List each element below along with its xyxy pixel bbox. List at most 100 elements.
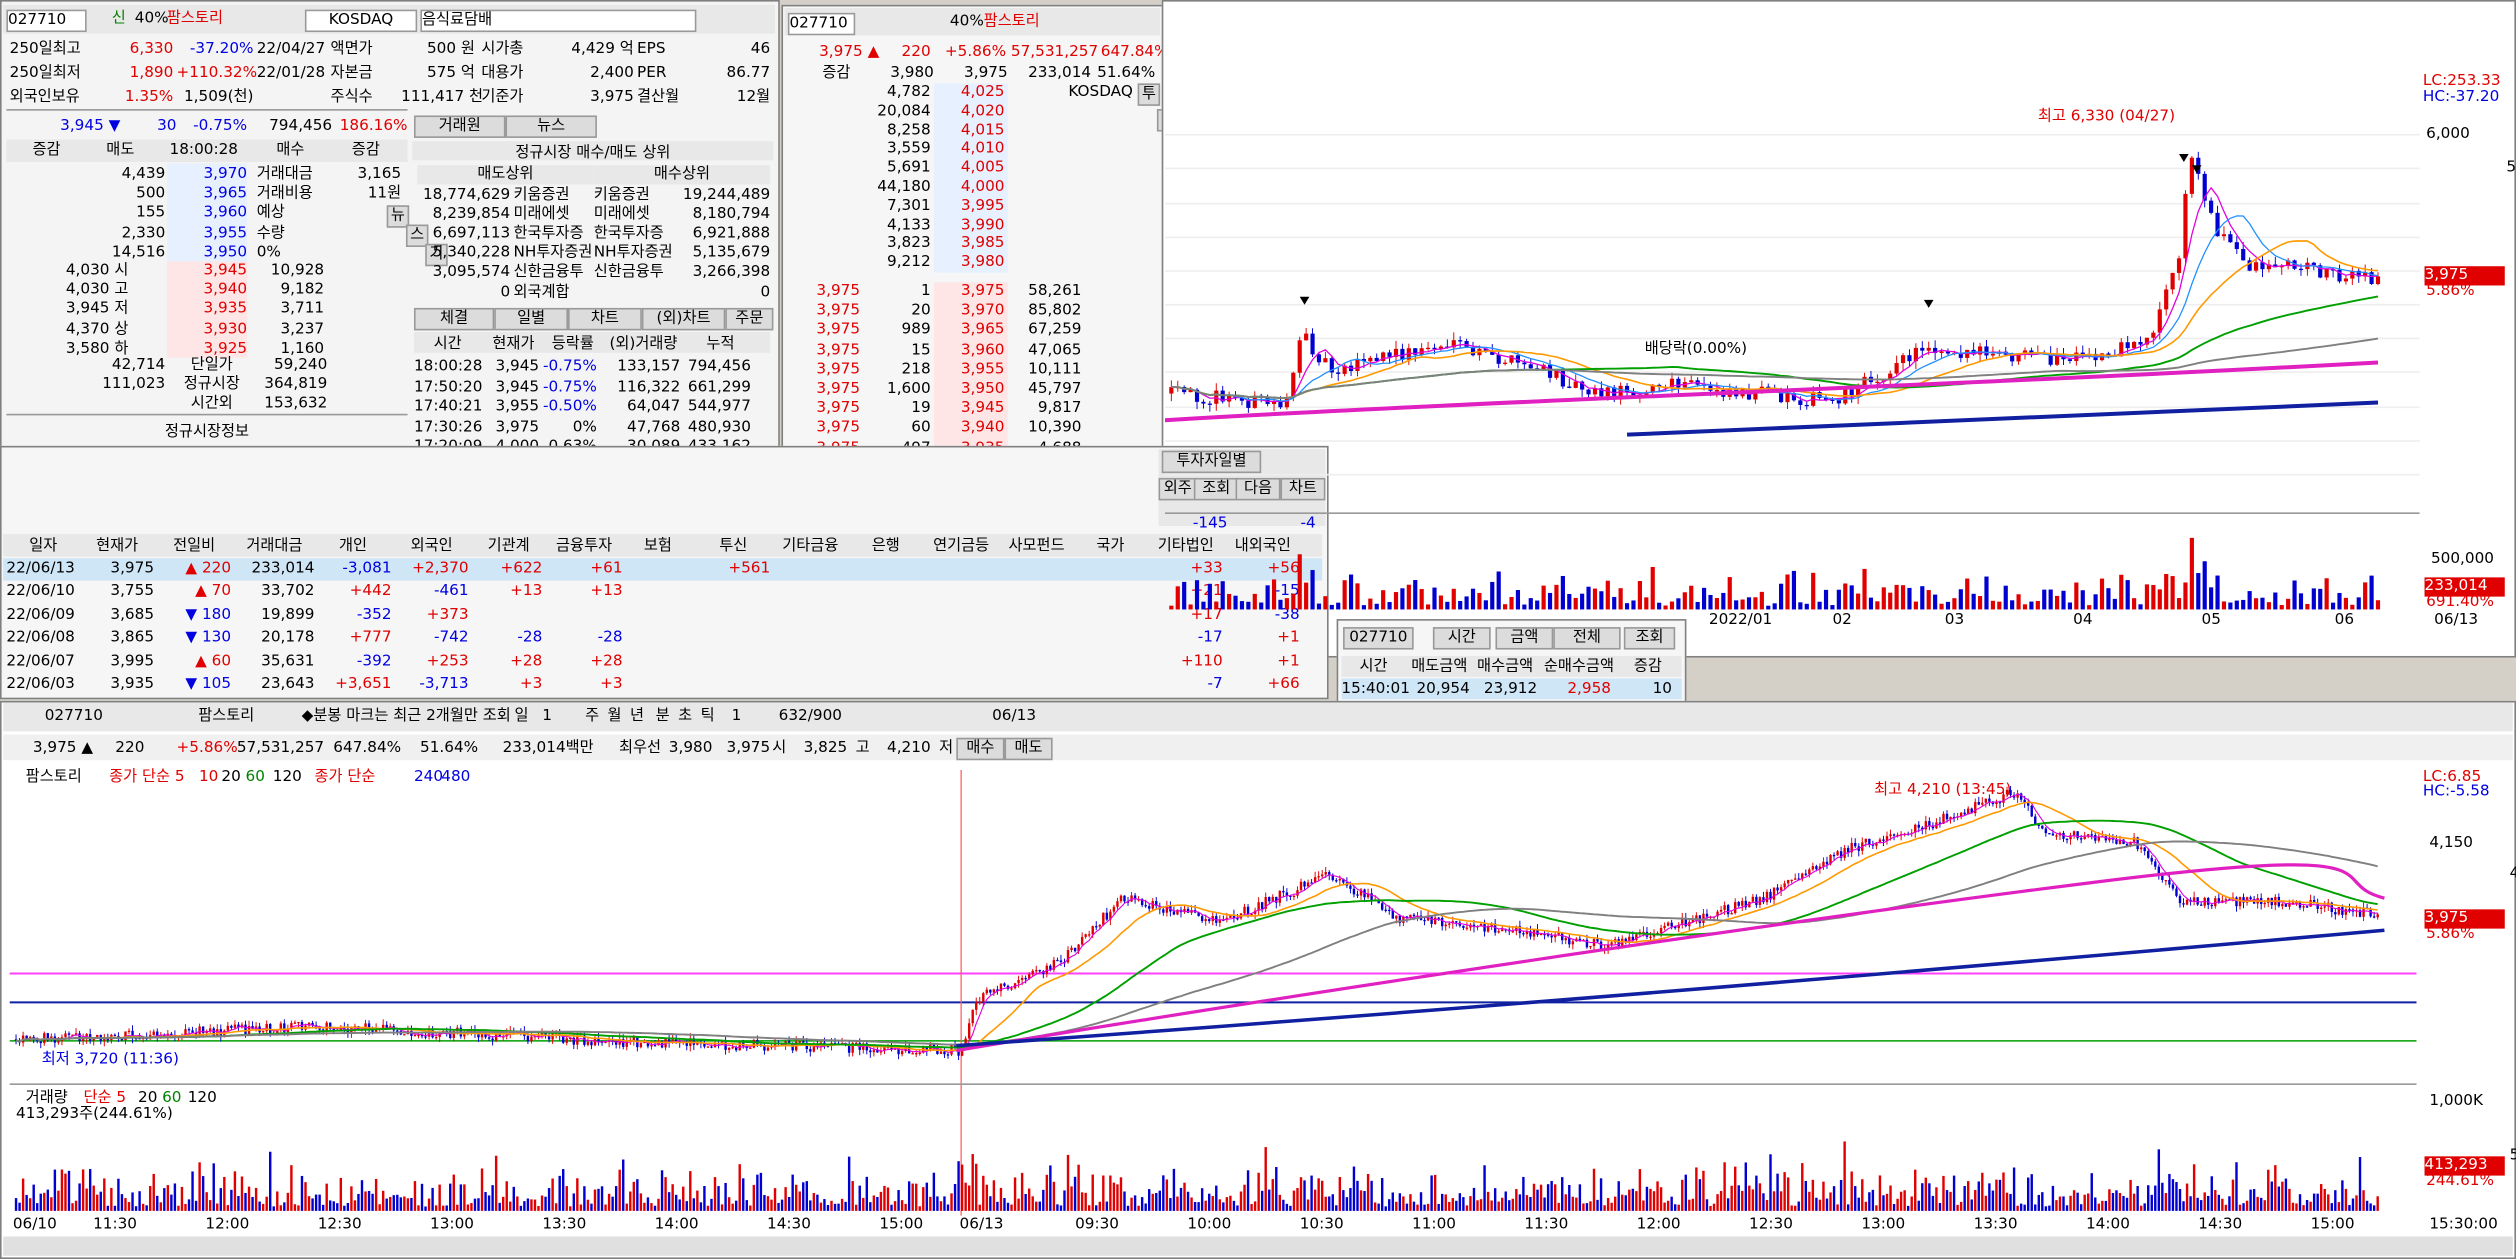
side-button[interactable]: 스 (405, 224, 429, 247)
toolbar-item[interactable]: 틱 (700, 707, 715, 725)
candle-body (1783, 883, 1786, 888)
candle-body (92, 1037, 95, 1041)
candle-body (2161, 875, 2164, 880)
toolbar-item[interactable]: 분 (655, 707, 670, 725)
candle-body (1190, 910, 1193, 913)
toolbar-item[interactable]: ◆분봉 마크는 최근 2개월만 조회 (301, 707, 511, 725)
sell-cell: 거래대금 (256, 165, 313, 183)
volume-bar (353, 1200, 357, 1211)
toolbar-item[interactable]: 년 (630, 707, 645, 725)
candle-body (265, 1023, 268, 1032)
candle-body (1313, 877, 1317, 883)
side-button[interactable]: 뉴 (386, 205, 410, 228)
tab[interactable]: 뉴스 (505, 115, 597, 138)
candle-body (1342, 878, 1345, 883)
tab[interactable]: (외)차트 (641, 307, 726, 331)
volume-bar (1560, 575, 1565, 610)
summary-cell: 220 (901, 43, 931, 61)
volume-bar (36, 1203, 39, 1211)
toolbar-item[interactable]: 일 (514, 707, 529, 725)
candle-body (2247, 260, 2252, 271)
volume-bar (1553, 1184, 1557, 1211)
info-bar (3, 734, 2513, 761)
info-cell: 500 원 (426, 40, 475, 58)
candle-body (413, 1035, 417, 1037)
candle-body (1451, 340, 1456, 348)
tab[interactable]: 일별 (494, 307, 569, 331)
candle-body (562, 1035, 565, 1043)
toolbar-button[interactable]: 외주 (1158, 477, 1198, 501)
tab[interactable]: 체결 (413, 307, 495, 331)
candle-body (1913, 347, 1918, 362)
candle-body (1751, 896, 1755, 902)
volume-bar (2291, 1202, 2295, 1211)
order-button[interactable]: 매도 (1004, 737, 1053, 761)
toolbar-item[interactable]: 06/13 (992, 707, 1037, 725)
volume-bar (915, 1183, 918, 1211)
volume-bar (869, 1202, 872, 1211)
ask-cell: 4,133 (887, 215, 931, 234)
toolbar-item[interactable]: 027710 (44, 707, 103, 725)
volume-bar (173, 1183, 177, 1211)
toolbar-button[interactable]: 투자자일별 (1161, 450, 1262, 474)
volume-bar (1493, 1188, 1497, 1211)
toolbar-button[interactable]: 전체 (1553, 627, 1621, 650)
toolbar-button[interactable]: 조회 (1623, 627, 1676, 650)
candle-body (2002, 794, 2005, 803)
side-button[interactable]: 기 (425, 243, 448, 267)
info-cell: 3,980 (668, 739, 713, 758)
toolbar-button[interactable]: 다음 (1235, 477, 1281, 501)
candle-body (1719, 909, 1723, 912)
candle-body (2291, 902, 2295, 904)
investor-cell: 3,975 (110, 559, 155, 578)
toolbar-item[interactable]: 초 (678, 707, 693, 725)
candle-body (1207, 403, 1212, 405)
candle-body (696, 1042, 699, 1045)
toolbar-button[interactable]: 조회 (1193, 477, 1239, 501)
moving-average (15, 840, 2378, 1046)
volume-bar (1712, 1203, 1716, 1211)
candle-body (1501, 929, 1504, 932)
candle-body (2189, 157, 2194, 194)
volume-bar (703, 1186, 706, 1211)
candle-body (632, 1037, 636, 1041)
toolbar-item[interactable]: 1 (542, 707, 553, 725)
volume-bar (138, 1191, 141, 1211)
side-tab[interactable]: 투 (1137, 83, 1161, 106)
annotation: 최고 4,210 (13:45) (1874, 781, 2012, 799)
volume-bar (1644, 597, 1649, 610)
volume-bar (2023, 1204, 2026, 1211)
volume-bar (1894, 584, 1899, 610)
volume-bar (1677, 1204, 1680, 1211)
stock-code[interactable]: 027710 (787, 12, 856, 36)
toolbar-item[interactable]: 632/900 (778, 707, 842, 725)
candle-body (2010, 354, 2015, 362)
candle-body (2298, 268, 2304, 271)
tab[interactable]: 주문 (725, 307, 774, 331)
order-button[interactable]: 매수 (956, 737, 1005, 761)
candle-body (1437, 917, 1440, 919)
tab[interactable]: 차트 (568, 307, 642, 331)
volume-bar (1246, 601, 1251, 610)
volume-bar (1624, 603, 1630, 610)
bid-cell: 3,945 (960, 399, 1005, 418)
toolbar-item[interactable]: 주 (585, 707, 600, 725)
toolbar-item[interactable]: 월 (607, 707, 622, 725)
toolbar-button[interactable]: 금액 (1495, 627, 1554, 650)
candle-body (900, 1051, 904, 1055)
stock-code[interactable]: 027710 (6, 9, 87, 33)
candle-body (1610, 942, 1613, 945)
toolbar-button[interactable]: 시간 (1432, 627, 1491, 650)
volume-bar (1338, 1176, 1342, 1211)
candle-body (1493, 923, 1497, 933)
volume-bar (28, 1198, 32, 1211)
investor-cell: 3,755 (110, 582, 155, 601)
investor-cell: +253 (426, 652, 469, 670)
volume-bar (1469, 1196, 1472, 1211)
toolbar-item[interactable]: 1 (731, 707, 742, 725)
candle-body (208, 1028, 212, 1031)
toolbar-item[interactable]: 팜스토리 (198, 707, 255, 725)
tab[interactable]: 거래원 (413, 115, 506, 138)
toolbar-button[interactable]: 차트 (1280, 477, 1326, 501)
toolbar-button[interactable]: 027710 (1343, 627, 1414, 650)
